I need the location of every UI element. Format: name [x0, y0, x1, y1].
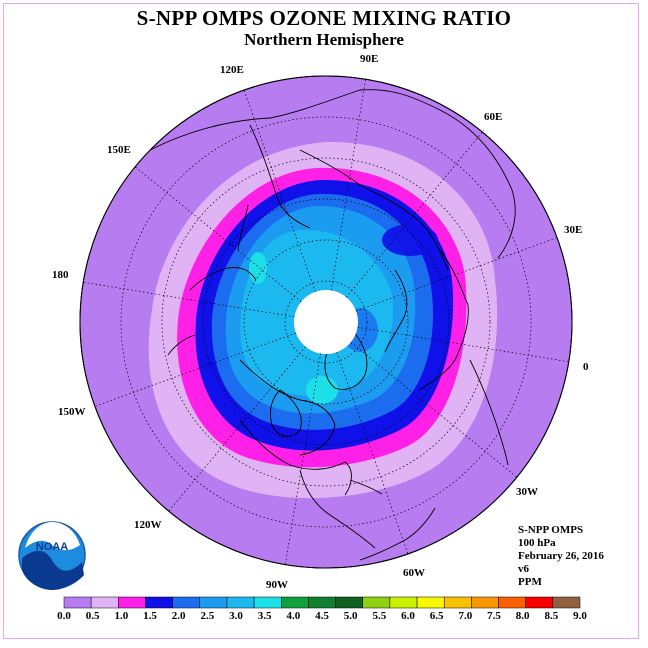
lon-label: 60W — [403, 567, 425, 579]
colorbar-swatch — [498, 596, 526, 609]
longitude-labels: 90E 60E 30E 0 30W 60W 90W 120W 150W 180 … — [52, 53, 589, 591]
meridians — [81, 76, 571, 567]
lon-label: 30W — [516, 486, 538, 498]
colorbar-tick-label: 0.0 — [57, 610, 71, 622]
colorbar-tick-label: 6.0 — [401, 610, 415, 622]
colorbar-tick-label: 7.5 — [487, 610, 501, 622]
colorbar-tick-label: 5.0 — [344, 610, 358, 622]
colorbar-swatch — [362, 596, 391, 609]
colorbar-swatch — [443, 596, 472, 609]
figure-frame — [3, 3, 639, 639]
colorbar: 0.0 0.5 1.0 1.5 2.0 2.5 3.0 3.5 4.0 4.5 5.0 5.5 6.0 6… — [57, 596, 587, 622]
map-title: S-NPP OMPS OZONE MIXING RATIO — [136, 6, 512, 30]
colorbar-swatch — [118, 596, 146, 609]
info-units: PPM — [518, 576, 542, 588]
colorbar-swatch — [281, 596, 309, 609]
colorbar-swatch — [253, 596, 282, 609]
lon-label: 60E — [484, 111, 502, 123]
info-version: v6 — [518, 563, 529, 575]
colorbar-tick-label: 3.0 — [229, 610, 243, 622]
info-instrument: S-NPP OMPS — [518, 524, 584, 536]
lon-label: 90E — [360, 53, 378, 65]
lon-label: 120W — [134, 519, 162, 531]
coastlines — [149, 89, 516, 561]
colorbar-swatch — [389, 596, 418, 609]
colorbar-tick-label: 7.0 — [458, 610, 472, 622]
lon-label: 90W — [266, 579, 288, 591]
noaa-logo: NOAA — [18, 521, 86, 590]
info-level: 100 hPa — [518, 537, 556, 549]
colorbar-swatch — [525, 596, 554, 609]
colorbar-swatch — [335, 596, 363, 609]
colorbar-tick-label: 2.5 — [200, 610, 214, 622]
colorbar-swatch — [226, 596, 255, 609]
lon-label: 150W — [58, 406, 86, 418]
colorbar-tick-label: 4.5 — [315, 610, 329, 622]
colorbar-tick-label: 8.0 — [516, 610, 530, 622]
info-date: February 26, 2016 — [518, 550, 604, 562]
colorbar-tick-label: 1.5 — [143, 610, 157, 622]
colorbar-swatch — [471, 596, 499, 609]
colorbar-swatch — [416, 596, 445, 609]
colorbar-tick-label: 4.0 — [286, 610, 300, 622]
colorbar-tick-label: 3.5 — [258, 610, 272, 622]
colorbar-tick-label: 1.0 — [114, 610, 128, 622]
colorbar-swatch — [145, 596, 173, 609]
lon-label: 0 — [583, 361, 589, 373]
map-subtitle: Northern Hemisphere — [244, 30, 404, 49]
lon-label: 180 — [52, 269, 69, 281]
colorbar-swatch — [90, 596, 119, 609]
colorbar-tick-label: 2.0 — [172, 610, 186, 622]
colorbar-swatch — [63, 596, 92, 609]
lon-label: 150E — [107, 144, 131, 156]
colorbar-tick-label: 6.5 — [430, 610, 444, 622]
colorbar-tick-label: 5.5 — [372, 610, 386, 622]
lon-label: 120E — [220, 64, 244, 76]
logo-text: NOAA — [36, 541, 68, 553]
colorbar-tick-label: 8.5 — [544, 610, 558, 622]
colorbar-swatch — [172, 596, 201, 609]
colorbar-swatch — [199, 596, 228, 609]
lon-label: 30E — [564, 224, 582, 236]
colorbar-swatch — [308, 596, 336, 609]
colorbar-tick-label: 9.0 — [573, 610, 587, 622]
info-block: S-NPP OMPS 100 hPa February 26, 2016 v6 … — [518, 524, 604, 589]
polar-no-data — [294, 290, 358, 354]
colorbar-swatch — [552, 596, 581, 609]
colorbar-tick-label: 0.5 — [86, 610, 100, 622]
latitude-circles — [120, 116, 532, 528]
